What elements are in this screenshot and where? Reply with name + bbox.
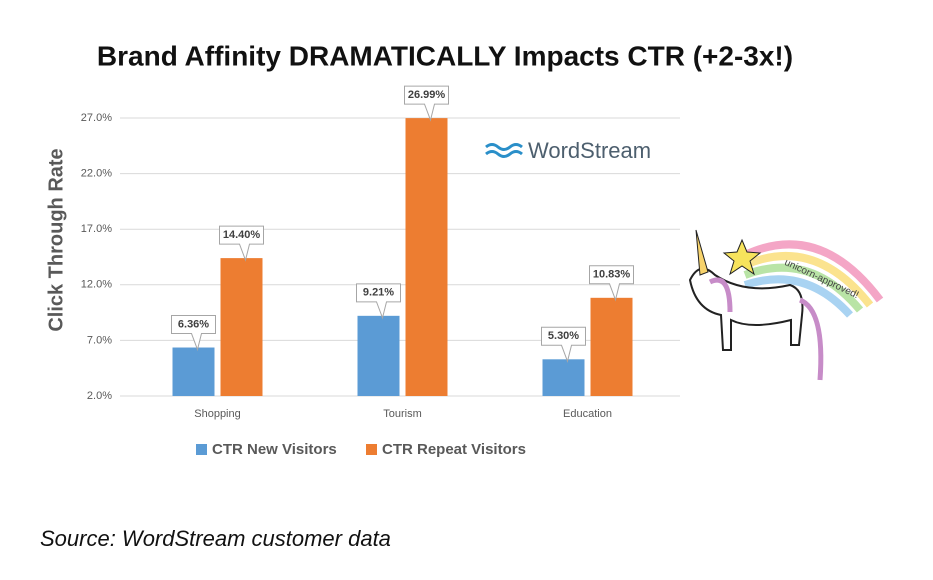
y-tick-label: 22.0% <box>81 168 112 180</box>
value-label: 10.83% <box>593 269 631 281</box>
value-label: 26.99% <box>408 89 446 101</box>
y-tick-label: 17.0% <box>81 223 112 235</box>
bar <box>172 347 215 396</box>
bar <box>405 118 448 396</box>
bar <box>542 359 585 396</box>
value-label: 5.30% <box>548 330 579 342</box>
bar <box>357 315 400 396</box>
legend-swatch <box>196 444 207 455</box>
source-note: Source: WordStream customer data <box>40 526 391 551</box>
legend-label: CTR Repeat Visitors <box>382 441 526 458</box>
x-tick-label: Shopping <box>194 408 241 420</box>
value-label-callout <box>404 85 449 122</box>
unicorn-illustration: unicorn-approved! <box>688 229 884 381</box>
value-label-callout <box>356 283 401 320</box>
legend-label: CTR New Visitors <box>212 441 337 458</box>
y-tick-label: 27.0% <box>81 112 112 124</box>
value-label-callout <box>541 326 586 363</box>
x-tick-label: Education <box>563 408 612 420</box>
value-label-callout <box>589 265 634 302</box>
logo-text: WordStream <box>528 138 651 163</box>
value-label: 9.21% <box>363 287 394 299</box>
value-label-callout <box>171 315 216 352</box>
chart-title: Brand Affinity DRAMATICALLY Impacts CTR … <box>97 40 793 71</box>
value-label: 6.36% <box>178 318 209 330</box>
value-label-callout <box>219 225 264 262</box>
y-tick-label: 7.0% <box>87 334 112 346</box>
y-tick-label: 12.0% <box>81 279 112 291</box>
y-tick-label: 2.0% <box>87 390 112 402</box>
value-label: 14.40% <box>223 229 261 241</box>
x-tick-label: Tourism <box>383 408 422 420</box>
legend-swatch <box>366 444 377 455</box>
y-axis-title: Click Through Rate <box>45 148 67 331</box>
logo: WordStream <box>485 138 651 163</box>
bar <box>590 297 633 396</box>
bar <box>220 258 263 396</box>
